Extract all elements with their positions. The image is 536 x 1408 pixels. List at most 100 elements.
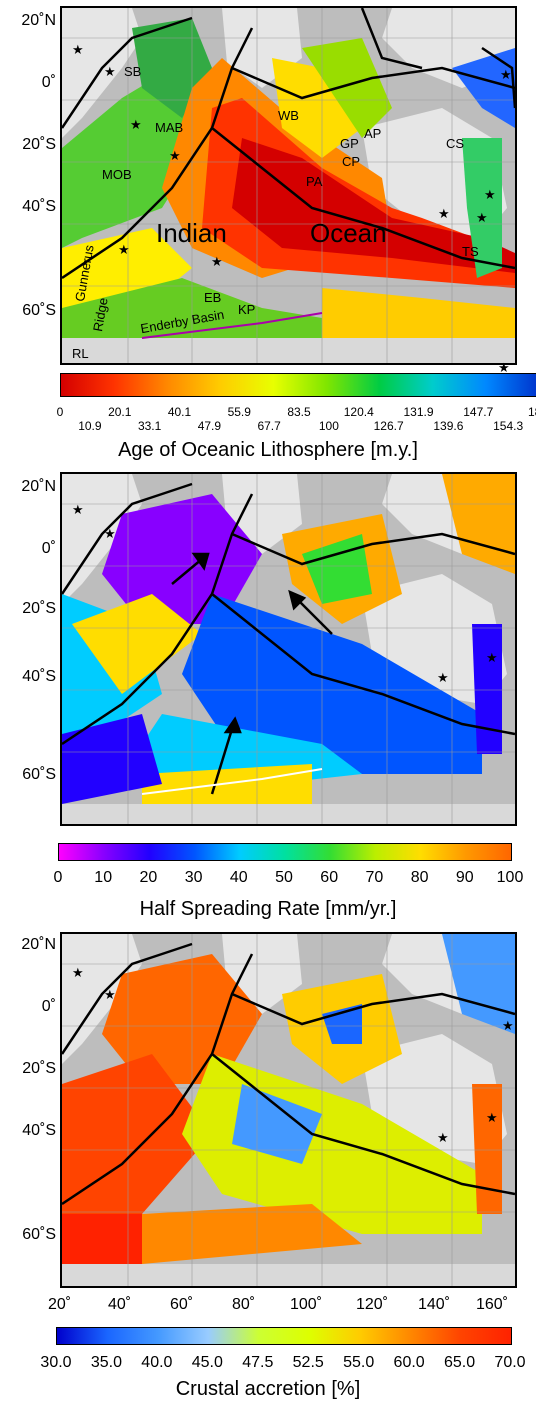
hotspot-star-icon: ★ [486,1110,498,1125]
age-tick-top-3: 55.9 [227,405,251,419]
rate-tick-5: 50 [275,869,293,886]
spreading-rate-colorbar-title: Half Spreading Rate [mm/yr.] [139,898,397,920]
hotspot-star-icon: ★ [118,242,130,257]
accretion-tick-9: 70.0 [494,1354,526,1371]
hotspot-star-icon: ★ [169,148,181,163]
rate-tick-3: 30 [184,869,203,886]
rate-tick-0: 0 [53,869,63,886]
rate-tick-2: 20 [139,869,158,886]
age-tick-bottom-6: 139.6 [433,419,464,433]
age-colorbar-title: Age of Oceanic Lithosphere [m.y.] [118,439,418,461]
label-eb: EB [204,290,222,305]
lon-120: 120˚ [356,1296,389,1313]
hotspot-star-icon: ★ [104,526,116,541]
hotspot-star-icon: ★ [486,650,498,665]
hotspot-star-icon: ★ [130,117,142,132]
crustal-accretion-map [60,932,517,1288]
lat-20n-p2: 20˚N [21,478,56,495]
lon-20: 20˚ [48,1296,72,1313]
hotspot-star-icon: ★ [502,1018,514,1033]
label-ts: TS [462,244,479,259]
lat-20s-p2: 20˚S [22,600,56,617]
age-tick-top-8: 180 [527,405,536,419]
lat-0-p3: 0˚ [41,998,56,1015]
accretion-tick-5: 52.5 [292,1354,324,1371]
label-mab: MAB [155,120,184,135]
age-tick-bottom-0: 10.9 [78,419,102,433]
age-tick-bottom-2: 47.9 [197,419,222,433]
label-kp: KP [238,302,256,317]
lat-20n: 20˚N [21,12,56,29]
label-cp: CP [342,154,361,169]
lon-60: 60˚ [170,1296,194,1313]
lat-60s-p2: 60˚S [22,766,56,783]
lat-60s-p3: 60˚S [22,1226,56,1243]
label-ap: AP [364,126,382,141]
lat-20s-p3: 20˚S [22,1060,56,1077]
rate-tick-9: 90 [455,869,474,886]
label-cs: CS [446,136,465,151]
age-tick-top-4: 83.5 [287,405,311,419]
age-colorbar [60,373,536,397]
hotspot-star-icon: ★ [438,206,450,221]
label-gp: GP [340,136,359,151]
accretion-tick-3: 45.0 [191,1354,223,1371]
lon-40: 40˚ [108,1296,132,1313]
label-ocean: Ocean [310,218,387,248]
lat-0-p2: 0˚ [41,540,56,557]
rate-tick-7: 70 [365,869,384,886]
hotspot-star-icon: ★ [104,987,116,1002]
age-tick-bottom-7: 154.3 [493,419,524,433]
hotspot-star-icon: ★ [498,360,510,375]
accretion-tick-6: 55.0 [343,1354,375,1371]
lat-20n-p3: 20˚N [21,936,56,953]
lon-140: 140˚ [418,1296,451,1313]
rate-tick-4: 40 [229,869,248,886]
age-map [60,6,517,365]
hotspot-star-icon: ★ [211,254,223,269]
hotspot-star-icon: ★ [72,502,84,517]
accretion-tick-0: 30.0 [40,1354,72,1371]
crustal-accretion-colorbar [56,1327,512,1345]
age-tick-top-6: 131.9 [403,405,434,419]
accretion-tick-4: 47.5 [242,1354,274,1371]
rate-tick-10: 100 [496,869,524,886]
rate-tick-8: 80 [410,869,429,886]
age-tick-bottom-1: 33.1 [137,419,162,433]
lon-160: 160˚ [476,1296,509,1313]
label-rl: RL [72,346,89,361]
age-tick-bottom-4: 100 [318,419,339,433]
label-indian: Indian [156,218,227,248]
hotspot-star-icon: ★ [72,965,84,980]
hotspot-star-icon: ★ [437,670,449,685]
hotspot-star-icon: ★ [484,187,496,202]
age-tick-bottom-3: 67.7 [257,419,281,433]
spreading-rate-map [60,472,517,826]
crustal-accretion-colorbar-title: Crustal accretion [%] [175,1378,361,1400]
lat-60s: 60˚S [22,302,56,319]
age-tick-top-1: 20.1 [108,405,132,419]
rate-tick-1: 10 [94,869,113,886]
lat-0: 0˚ [41,74,56,91]
accretion-tick-1: 35.0 [90,1354,123,1371]
rate-tick-6: 60 [320,869,339,886]
lon-100: 100˚ [290,1296,323,1313]
lat-20s: 20˚S [22,136,56,153]
accretion-tick-8: 65.0 [443,1354,476,1371]
hotspot-star-icon: ★ [104,64,116,79]
lon-80: 80˚ [232,1296,256,1313]
lat-40s-p2: 40˚S [22,668,56,685]
age-tick-bottom-5: 126.7 [373,419,404,433]
label-wb: WB [278,108,299,123]
hotspot-star-icon: ★ [437,1130,449,1145]
hotspot-star-icon: ★ [476,210,488,225]
age-tick-top-7: 147.7 [463,405,494,419]
spreading-rate-colorbar [58,843,512,861]
lat-40s-p3: 40˚S [22,1122,56,1139]
hotspot-star-icon: ★ [72,42,84,57]
age-tick-top-5: 120.4 [343,405,374,419]
lat-40s: 40˚S [22,198,56,215]
age-tick-top-0: 0 [56,405,64,419]
label-sb: SB [124,64,142,79]
age-tick-top-2: 40.1 [167,405,192,419]
